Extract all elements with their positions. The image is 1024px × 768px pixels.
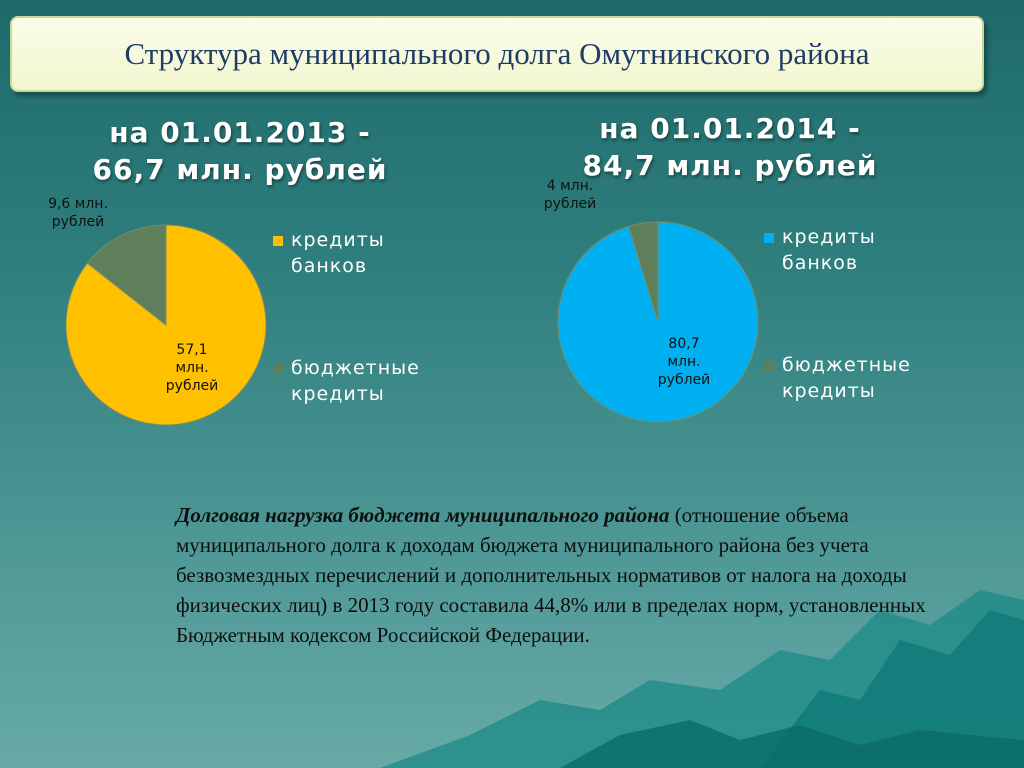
chart-2014-heading-line-2: 84,7 млн. рублей bbox=[582, 149, 878, 182]
pie-1-legend-label-0: кредиты банков bbox=[782, 226, 876, 274]
page-title: Структура муниципального долга Омутнинск… bbox=[124, 36, 870, 71]
pie-0-legend-label-1: бюджетные кредиты bbox=[291, 357, 420, 405]
title-box: Структура муниципального долга Омутнинск… bbox=[10, 16, 984, 92]
chart-2013-heading: на 01.01.2013 - 66,7 млн. рублей bbox=[60, 114, 420, 188]
chart-2013-heading-line-1: на 01.01.2013 - bbox=[109, 116, 371, 149]
pie-0-legend-label-0: кредиты банков bbox=[291, 229, 385, 277]
pie-0-legend-swatch-0 bbox=[273, 236, 283, 246]
debt-load-paragraph: Долговая нагрузка бюджета муниципального… bbox=[176, 500, 976, 650]
chart-2014-heading-line-1: на 01.01.2014 - bbox=[599, 112, 861, 145]
chart-2014-heading: на 01.01.2014 - 84,7 млн. рублей bbox=[550, 110, 910, 184]
pie-1-legend-label-1: бюджетные кредиты bbox=[782, 354, 911, 402]
pie-0-label-1: 9,6 млн. рублей bbox=[48, 196, 108, 230]
pie-1-label-1: 4 млн. рублей bbox=[544, 178, 596, 212]
pie-0-legend-swatch-1 bbox=[273, 364, 283, 374]
chart-2013-heading-line-2: 66,7 млн. рублей bbox=[92, 153, 388, 186]
pie-1-label-0: 80,7 млн. рублей bbox=[658, 336, 710, 388]
pie-0-label-0: 57,1 млн. рублей bbox=[166, 342, 218, 394]
pie-1-legend-swatch-0 bbox=[764, 233, 774, 243]
debt-load-text: (отношение объема муниципального долга к… bbox=[176, 503, 926, 647]
pie-1-slice-1 bbox=[628, 221, 659, 323]
pie-0-slice-1 bbox=[86, 224, 167, 327]
debt-load-lead: Долговая нагрузка бюджета муниципального… bbox=[176, 503, 670, 527]
pie-1-legend-swatch-1 bbox=[764, 361, 774, 371]
